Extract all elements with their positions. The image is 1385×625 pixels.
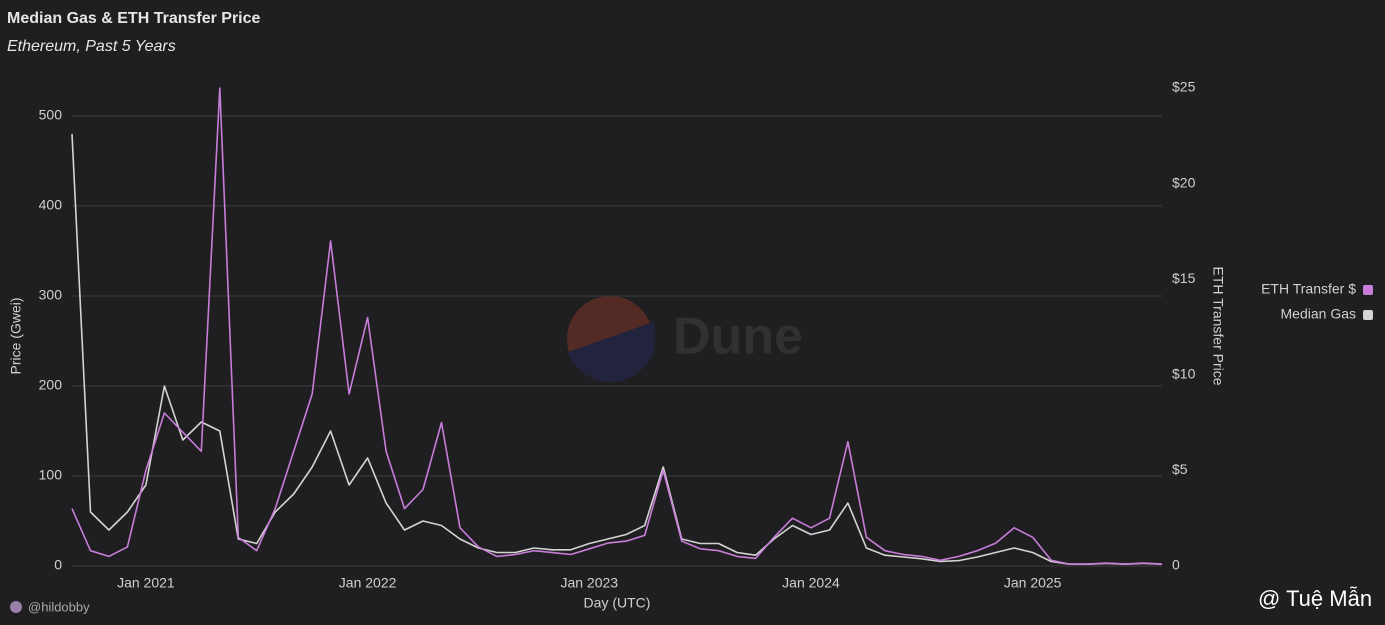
- credit[interactable]: @hildobby: [28, 599, 90, 614]
- x-tick-label: Jan 2022: [339, 575, 397, 591]
- y2-tick-label: $25: [1172, 79, 1196, 95]
- watermark-logo: [567, 296, 653, 382]
- overlay-credit: @ Tuệ Mẫn: [1258, 586, 1372, 611]
- x-tick-label: Jan 2023: [560, 575, 618, 591]
- grid: [72, 115, 1162, 567]
- x-tick-label: Jan 2025: [1004, 575, 1062, 591]
- series-line: [71, 87, 1163, 565]
- y2-axis-label: ETH Transfer Price: [1210, 266, 1226, 385]
- y2-tick-label: $10: [1172, 366, 1196, 382]
- y-tick-label: 300: [39, 287, 63, 303]
- chart-subtitle: Ethereum, Past 5 Years: [7, 38, 176, 55]
- credit-avatar: [10, 601, 22, 613]
- legend-label[interactable]: Median Gas: [1281, 306, 1356, 322]
- y-tick-label: 200: [39, 377, 63, 393]
- watermark: Dune: [567, 296, 803, 383]
- y-axis-label: Price (Gwei): [8, 297, 24, 374]
- chart-title: Median Gas & ETH Transfer Price: [7, 10, 261, 27]
- watermark-text: Dune: [673, 308, 803, 366]
- y2-tick-label: $5: [1172, 461, 1188, 477]
- x-axis-label: Day (UTC): [584, 595, 651, 611]
- y2-tick-label: $15: [1172, 270, 1196, 286]
- y2-tick-label: 0: [1172, 557, 1180, 573]
- legend-label[interactable]: ETH Transfer $: [1261, 281, 1356, 297]
- series-line: [71, 133, 1163, 565]
- x-tick-label: Jan 2024: [782, 575, 840, 591]
- y-tick-label: 0: [54, 557, 62, 573]
- legend-swatch: [1363, 310, 1373, 320]
- legend-swatch: [1363, 285, 1373, 295]
- watermark-logo-part: [568, 322, 656, 383]
- x-tick-label: Jan 2021: [117, 575, 175, 591]
- y-tick-label: 500: [39, 107, 63, 123]
- y2-tick-label: $20: [1172, 174, 1196, 190]
- y-tick-label: 400: [39, 197, 63, 213]
- y-tick-label: 100: [39, 467, 63, 483]
